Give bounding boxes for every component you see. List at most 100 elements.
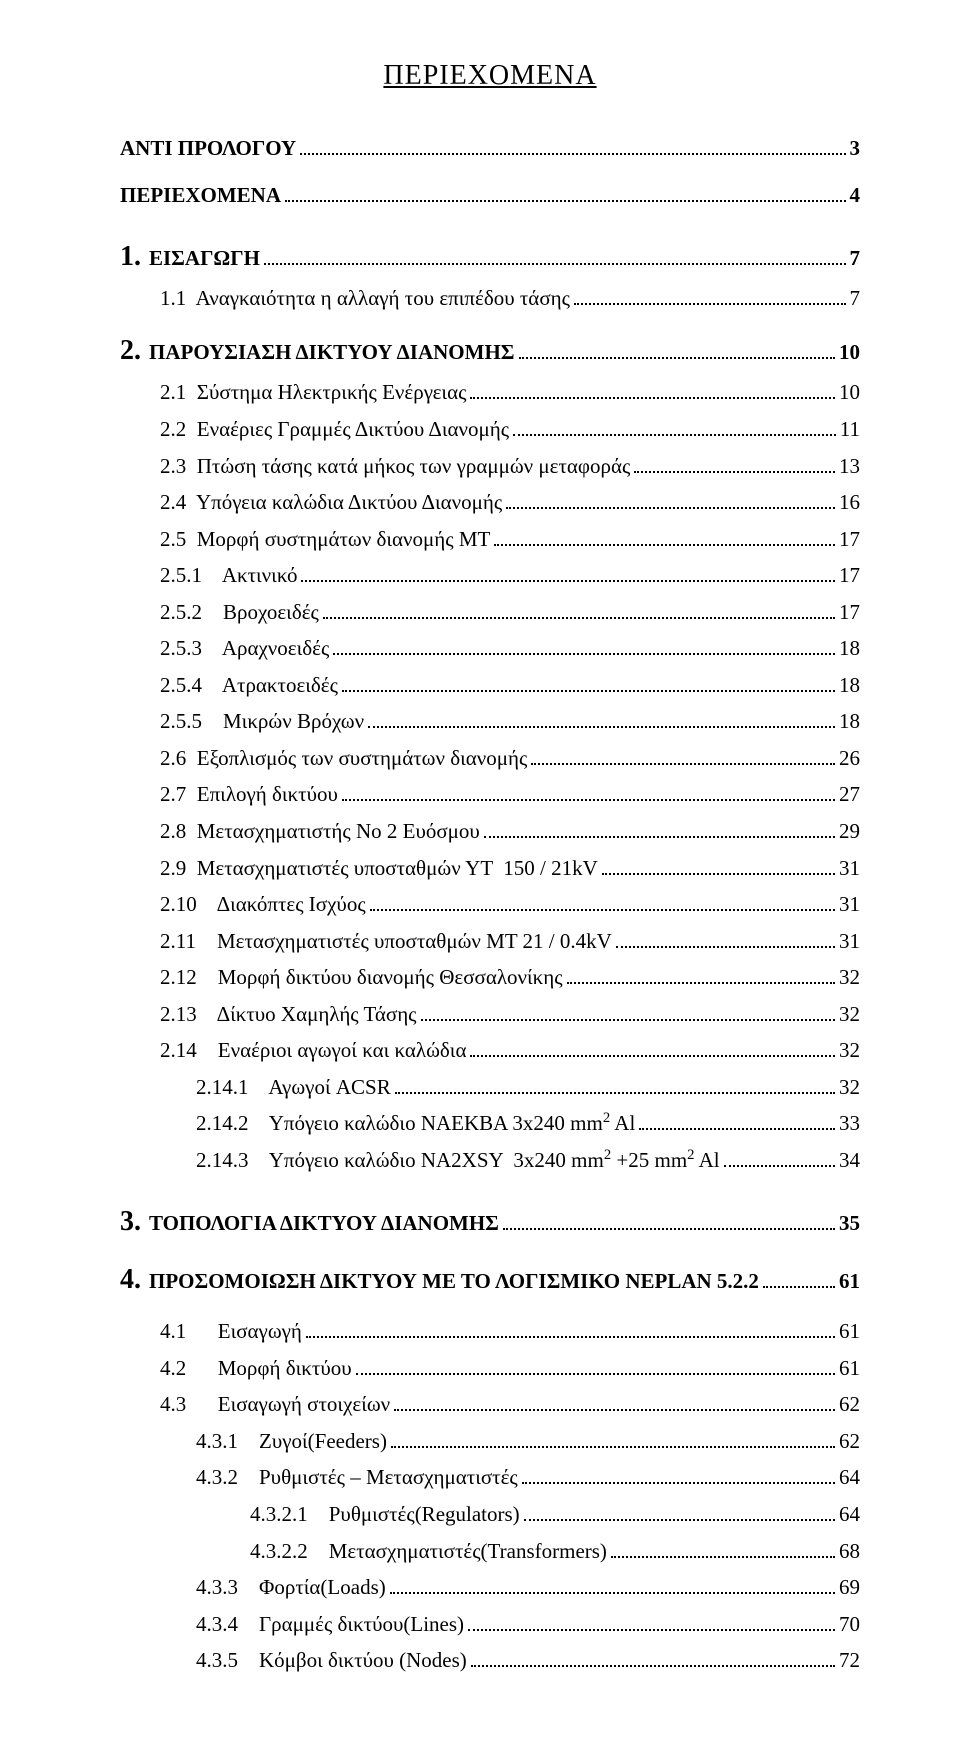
- chapter-number: 2.: [120, 329, 141, 372]
- toc-label: 2.13 Δίκτυο Χαμηλής Τάσης: [160, 998, 417, 1031]
- toc-page-number: 3: [850, 132, 861, 165]
- toc-page-number: 61: [839, 1265, 860, 1298]
- toc-label: ΠΡΟΣΟΜΟΙΩΣΗ ΔΙΚΤΥΟΥ ΜΕ ΤΟ ΛΟΓΙΣΜΙΚΟ NEPL…: [149, 1265, 759, 1298]
- toc-page-number: 16: [839, 486, 860, 519]
- dot-leader: [306, 1336, 835, 1338]
- page-title: ΠΕΡΙΕΧΟΜΕΝΑ: [120, 60, 860, 92]
- chapter-number: 4.: [120, 1258, 141, 1301]
- toc-page-number: 70: [839, 1608, 860, 1641]
- toc-label: 4.3.2.1 Ρυθμιστές(Regulators): [250, 1498, 520, 1531]
- dot-leader: [724, 1165, 835, 1167]
- toc-label: ΠΑΡΟΥΣΙΑΣΗ ΔΙΚΤΥΟΥ ΔΙΑΝΟΜΗΣ: [149, 336, 515, 369]
- toc-page-number: 29: [839, 815, 860, 848]
- toc-label: 2.8 Μετασχηματιστής Νο 2 Ευόσμου: [160, 815, 480, 848]
- dot-leader: [368, 726, 835, 728]
- toc-label: 2.14 Εναέριοι αγωγοί και καλώδια: [160, 1034, 466, 1067]
- toc-page-number: 27: [839, 778, 860, 811]
- toc-page-number: 32: [839, 1071, 860, 1104]
- dot-leader: [342, 799, 835, 801]
- dot-leader: [503, 1228, 835, 1230]
- toc-label: 2.14.1 Αγωγοί ACSR: [196, 1071, 391, 1104]
- toc-page-number: 11: [840, 413, 860, 446]
- toc-entry: 1.ΕΙΣΑΓΩΓΗ7: [120, 235, 860, 278]
- dot-leader: [513, 434, 836, 436]
- toc-label: 2.5 Μορφή συστημάτων διανομής ΜΤ: [160, 523, 490, 556]
- toc-label: 2.14.2 Υπόγειο καλώδιο NAEKBA 3x240 mm2 …: [196, 1107, 635, 1140]
- toc-entry: 2.1 Σύστημα Ηλεκτρικής Ενέργειας 10: [120, 376, 860, 409]
- dot-leader: [484, 836, 835, 838]
- dot-leader: [468, 1629, 835, 1631]
- toc-entry: 2.6 Εξοπλισμός των συστημάτων διανομής26: [120, 742, 860, 775]
- toc-page-number: 10: [839, 336, 860, 369]
- dot-leader: [323, 617, 835, 619]
- toc-label: 2.5.1 Ακτινικό: [160, 559, 297, 592]
- dot-leader: [524, 1519, 835, 1521]
- toc-label: 4.3.5 Κόμβοι δικτύου (Nodes): [196, 1644, 467, 1677]
- toc-label: 2.14.3 Υπόγειο καλώδιο NA2XSY 3x240 mm2 …: [196, 1144, 720, 1177]
- dot-leader: [333, 653, 835, 655]
- toc-page: ΠΕΡΙΕΧΟΜΕΝΑ ΑΝΤΙ ΠΡΟΛΟΓΟΥ3ΠΕΡΙΕΧΟΜΕΝΑ41.…: [0, 0, 960, 1741]
- toc-entry: 4.3.3 Φορτία(Loads)69: [120, 1571, 860, 1604]
- dot-leader: [531, 763, 835, 765]
- toc-label: 4.2 Μορφή δικτύου: [160, 1352, 352, 1385]
- toc-entry: 4.ΠΡΟΣΟΜΟΙΩΣΗ ΔΙΚΤΥΟΥ ΜΕ ΤΟ ΛΟΓΙΣΜΙΚΟ NE…: [120, 1258, 860, 1301]
- dot-leader: [522, 1482, 835, 1484]
- toc-entry: 2.8 Μετασχηματιστής Νο 2 Ευόσμου 29: [120, 815, 860, 848]
- toc-entry: 2.9 Μετασχηματιστές υποσταθμών ΥΤ 150 / …: [120, 852, 860, 885]
- toc-page-number: 31: [839, 852, 860, 885]
- toc-entry: ΑΝΤΙ ΠΡΟΛΟΓΟΥ3: [120, 132, 860, 165]
- toc-label: 2.5.4 Ατρακτοειδές: [160, 669, 338, 702]
- dot-leader: [300, 153, 845, 155]
- toc-entry: 4.3.1 Ζυγοί(Feeders) 62: [120, 1425, 860, 1458]
- toc-entry: 2.5.1 Ακτινικό 17: [120, 559, 860, 592]
- toc-page-number: 17: [839, 559, 860, 592]
- toc-page-number: 32: [839, 1034, 860, 1067]
- dot-leader: [567, 982, 835, 984]
- toc-entry: 1.1 Αναγκαιότητα η αλλαγή του επιπέδου τ…: [120, 282, 860, 315]
- toc-entry: 4.3 Εισαγωγή στοιχείων 62: [120, 1388, 860, 1421]
- toc-entry: 2.7 Επιλογή δικτύου 27: [120, 778, 860, 811]
- dot-leader: [421, 1019, 836, 1021]
- dot-leader: [519, 357, 835, 359]
- toc-label: 2.1 Σύστημα Ηλεκτρικής Ενέργειας: [160, 376, 466, 409]
- toc-page-number: 62: [839, 1388, 860, 1421]
- toc-label: 2.9 Μετασχηματιστές υποσταθμών ΥΤ 150 / …: [160, 852, 598, 885]
- toc-page-number: 61: [839, 1315, 860, 1348]
- toc-page-number: 68: [839, 1535, 860, 1568]
- dot-leader: [470, 397, 835, 399]
- toc-label: 4.3.1 Ζυγοί(Feeders): [196, 1425, 387, 1458]
- toc-page-number: 34: [839, 1144, 860, 1177]
- toc-entry: 4.3.5 Κόμβοι δικτύου (Nodes)72: [120, 1644, 860, 1677]
- toc-page-number: 62: [839, 1425, 860, 1458]
- toc-page-number: 18: [839, 632, 860, 665]
- toc-page-number: 4: [850, 179, 861, 212]
- toc-page-number: 64: [839, 1461, 860, 1494]
- toc-page-number: 7: [850, 242, 861, 275]
- toc-entry: 2.13 Δίκτυο Χαμηλής Τάσης32: [120, 998, 860, 1031]
- toc-label: 2.7 Επιλογή δικτύου: [160, 778, 338, 811]
- dot-leader: [611, 1556, 835, 1558]
- toc-label: 4.3.2 Ρυθμιστές – Μετασχηματιστές: [196, 1461, 518, 1494]
- toc-label: 2.5.5 Μικρών Βρόχων: [160, 705, 364, 738]
- toc-page-number: 18: [839, 669, 860, 702]
- toc-label: 2.2 Εναέριες Γραμμές Δικτύου Διανομής: [160, 413, 509, 446]
- toc-page-number: 26: [839, 742, 860, 775]
- dot-leader: [471, 1665, 835, 1667]
- dot-leader: [390, 1592, 835, 1594]
- toc-page-number: 32: [839, 961, 860, 994]
- dot-leader: [602, 873, 835, 875]
- toc-entry: 4.3.2.2 Μετασχηματιστές(Transformers)68: [120, 1535, 860, 1568]
- toc-entry: 4.3.2.1 Ρυθμιστές(Regulators)64: [120, 1498, 860, 1531]
- toc-page-number: 10: [839, 376, 860, 409]
- toc-label: 2.11 Μετασχηματιστές υποσταθμών ΜΤ 21 / …: [160, 925, 612, 958]
- toc-label: ΕΙΣΑΓΩΓΗ: [149, 242, 260, 275]
- toc-label: 4.3 Εισαγωγή στοιχείων: [160, 1388, 390, 1421]
- toc-entry: 2.12 Μορφή δικτύου διανομής Θεσσαλονίκης…: [120, 961, 860, 994]
- toc-page-number: 31: [839, 888, 860, 921]
- toc-label: 2.3 Πτώση τάσης κατά μήκος των γραμμών μ…: [160, 450, 630, 483]
- dot-leader: [506, 507, 835, 509]
- toc-entry: 2.2 Εναέριες Γραμμές Δικτύου Διανομής 11: [120, 413, 860, 446]
- toc-entry: 4.2 Μορφή δικτύου61: [120, 1352, 860, 1385]
- toc-entry: 2.5.4 Ατρακτοειδές 18: [120, 669, 860, 702]
- dot-leader: [763, 1286, 835, 1288]
